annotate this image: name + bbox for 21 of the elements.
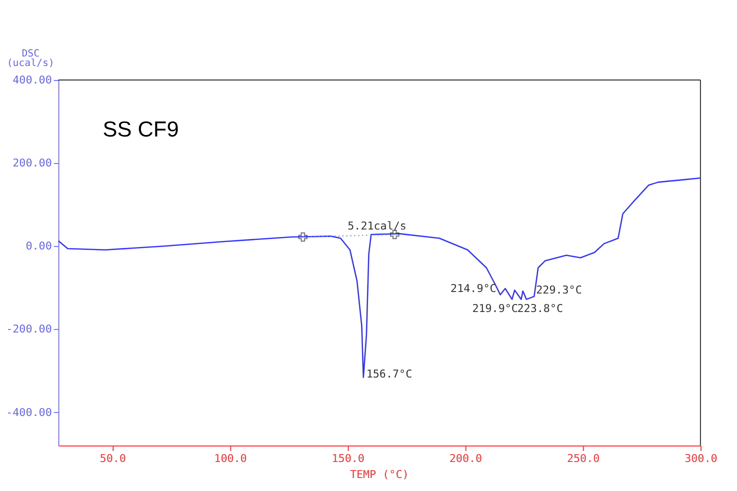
annotation: 214.9°C xyxy=(450,282,496,295)
annotation: 156.7°C xyxy=(366,367,412,380)
annotation: 223.8°C xyxy=(517,302,564,316)
x-tick-label: 250.0 xyxy=(566,452,600,465)
x-tick-label: 150.0 xyxy=(332,452,364,465)
y-tick-label: 400.00 xyxy=(12,73,52,86)
annotation: 219.9°C xyxy=(472,302,518,316)
y-tick-label: 200.00 xyxy=(12,156,52,170)
y-tick-label: 0.00 xyxy=(26,240,52,253)
x-tick-label: 50.0 xyxy=(100,452,126,465)
y-tick-label: -400.00 xyxy=(6,406,52,419)
annotation: 5.21cal/s xyxy=(348,220,406,233)
x-tick-label: 300.0 xyxy=(684,452,718,465)
x-tick-label: 100.0 xyxy=(214,452,247,465)
annotation: SS CF9 xyxy=(102,116,179,142)
annotation: 229.3°C xyxy=(536,283,582,296)
y-axis-title: DSC (ucal/s) xyxy=(6,48,54,70)
x-axis-title: TEMP (°C) xyxy=(350,468,409,482)
x-tick-label: 200.0 xyxy=(449,452,482,465)
y-tick-label: -200.00 xyxy=(6,322,52,336)
line-series xyxy=(58,177,700,378)
